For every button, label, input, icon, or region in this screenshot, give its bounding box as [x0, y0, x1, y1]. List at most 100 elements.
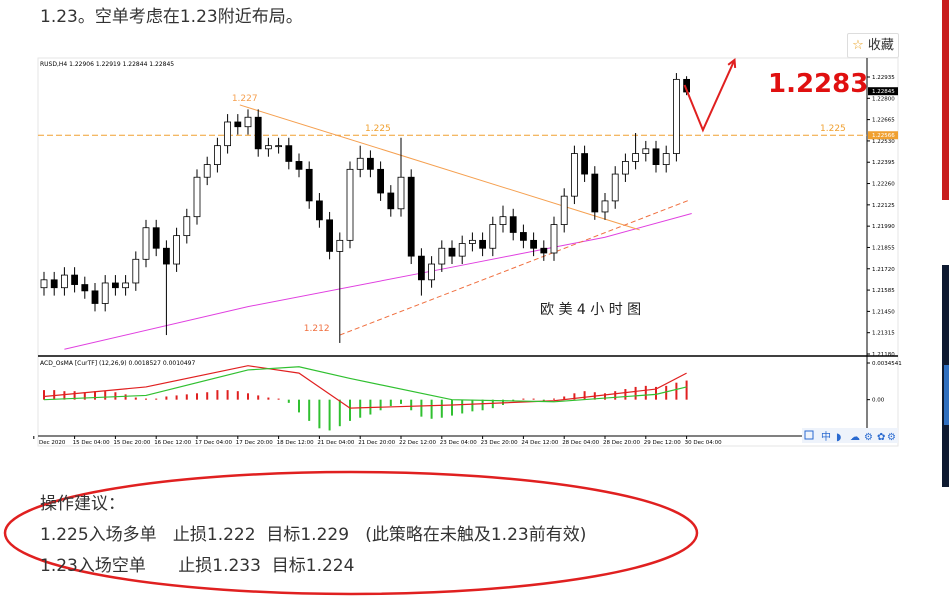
macd-bar	[43, 390, 45, 400]
macd-bar	[165, 396, 168, 400]
candle-body	[581, 153, 588, 175]
candle-body	[346, 168, 354, 241]
svg-text:⚙: ⚙	[887, 432, 896, 443]
candle-body	[407, 176, 415, 257]
x-tick-label: 15 Dec 20:00	[113, 440, 150, 446]
y-tick-label: 1.22530	[872, 139, 895, 145]
macd-bar	[512, 399, 515, 401]
x-tick-label: 28 Dec 20:00	[603, 440, 640, 446]
macd-bar	[216, 390, 219, 400]
candle-body	[40, 279, 48, 289]
candle-body	[468, 239, 476, 244]
candle-body	[683, 78, 690, 93]
advice-line: 1.23入场空单 止损1.233 目标1.224	[40, 556, 355, 576]
x-tick-label: 23 Dec 04:00	[440, 440, 477, 446]
candle-body	[142, 227, 150, 260]
macd-bar	[542, 399, 545, 401]
candle-body	[479, 239, 487, 249]
candle-body	[387, 192, 395, 210]
macd-bar	[389, 399, 392, 407]
macd-plot	[43, 365, 688, 431]
x-tick-label: 23 Dec 20:00	[481, 440, 518, 446]
macd-bar	[685, 380, 688, 400]
level-label: 1.225	[365, 124, 391, 134]
macd-bar	[420, 399, 423, 417]
candle-body	[71, 274, 78, 285]
candle-body	[244, 116, 252, 128]
macd-bar	[185, 394, 188, 400]
arrow-head	[727, 58, 737, 69]
y-tick-label: 1.22935	[872, 75, 895, 81]
candle-body	[540, 247, 548, 254]
price-tag-label: 1.22566	[872, 133, 895, 139]
macd-line	[43, 366, 687, 403]
chart-frame	[37, 57, 899, 447]
macd-bar	[644, 385, 647, 400]
candle-body	[264, 145, 272, 150]
macd-bar	[583, 391, 586, 400]
macd-bar	[532, 398, 535, 400]
macd-bar	[349, 399, 351, 421]
svg-text:✿: ✿	[877, 432, 885, 443]
macd-bar	[277, 398, 280, 400]
big-price-label: 1.2283	[768, 69, 868, 99]
macd-bar	[236, 391, 239, 400]
price-plot: 1.225 1.225 1.227 1.212	[38, 59, 867, 350]
candle-body	[81, 284, 89, 292]
candle-body	[336, 239, 344, 252]
macd-bar	[451, 399, 453, 416]
macd-bar	[124, 394, 127, 400]
candle-body	[448, 247, 456, 257]
candle-body	[152, 227, 160, 249]
y-tick-label: 1.21450	[872, 309, 895, 315]
y-tick-label: 1.22395	[872, 160, 895, 166]
macd-bar	[267, 397, 270, 400]
y-tick-label: 1.22665	[872, 118, 895, 124]
macd-bar	[471, 399, 474, 412]
y-tick-label: 1.21720	[872, 267, 895, 273]
svg-text:⚙: ⚙	[864, 432, 873, 443]
macd-bar	[83, 392, 86, 400]
macd-y-tick-label: 0.00	[872, 398, 885, 404]
favorite-button[interactable]: ☆ 收藏	[847, 33, 899, 58]
x-tick-label: 18 Dec 12:00	[277, 440, 314, 446]
y-tick-label: 1.22800	[872, 96, 895, 102]
candle-body	[428, 263, 436, 281]
macd-bar	[63, 391, 66, 400]
trendline-label: 1.212	[304, 324, 330, 334]
macd-bar	[94, 391, 96, 400]
macd-bar	[247, 393, 249, 400]
candle-body	[173, 235, 181, 265]
macd-bar	[308, 399, 311, 421]
candle-body	[162, 247, 170, 265]
price-tag	[868, 87, 898, 96]
macd-title: ACD_OsMA [CurTF] (12,26,9) 0.0018527 0.0…	[40, 360, 195, 367]
svg-text:☁: ☁	[850, 432, 860, 443]
candle-body	[458, 243, 466, 257]
macd-bar	[104, 391, 107, 400]
candle-body	[530, 239, 537, 249]
sidebar-image	[942, 265, 949, 487]
macd-bar	[614, 391, 617, 400]
x-tick-label: 29 Dec 12:00	[644, 440, 681, 446]
candle-body	[673, 78, 680, 154]
macd-bar	[573, 393, 576, 400]
candle-body	[591, 173, 599, 213]
x-tick-label: 16 Dec 12:00	[154, 440, 191, 446]
sidebar-image-detail	[944, 365, 949, 425]
trendline	[239, 104, 640, 231]
candle-body	[326, 219, 334, 252]
candle-body	[632, 153, 639, 162]
candle-body	[50, 279, 58, 289]
y-tick-label: 1.21180	[872, 352, 895, 358]
candle-body	[520, 232, 527, 241]
candle-body	[652, 148, 660, 165]
candle-body	[662, 153, 670, 165]
candle-body	[622, 161, 629, 175]
candle-body	[254, 116, 262, 150]
candle-body	[509, 216, 517, 233]
sidebar-ad	[942, 0, 949, 200]
candle-body	[611, 173, 619, 202]
candle-body	[193, 176, 201, 218]
